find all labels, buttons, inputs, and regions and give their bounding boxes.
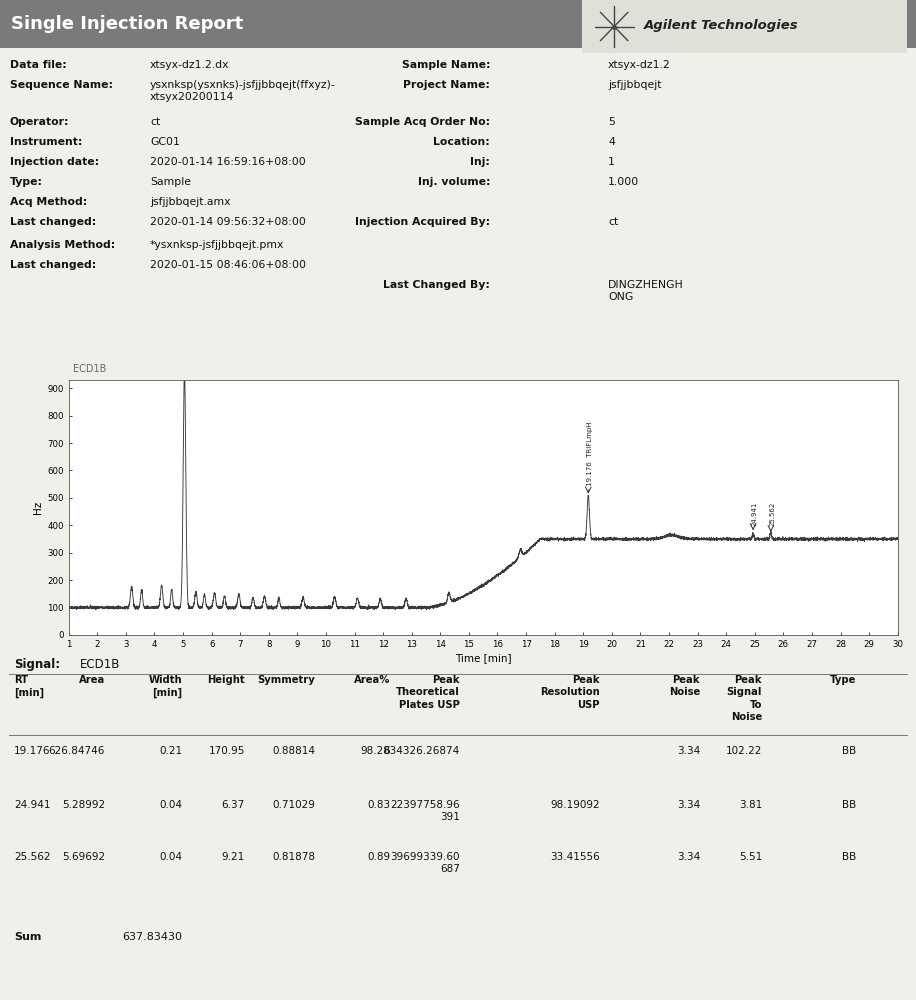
Text: xtsyx-dz1.2: xtsyx-dz1.2 bbox=[608, 60, 671, 70]
Text: BB: BB bbox=[842, 800, 856, 810]
Text: xtsyx-dz1.2.dx: xtsyx-dz1.2.dx bbox=[150, 60, 230, 70]
Text: Data file:: Data file: bbox=[10, 60, 67, 70]
Text: Single Injection Report: Single Injection Report bbox=[11, 15, 244, 33]
Text: 2020-01-14 16:59:16+08:00: 2020-01-14 16:59:16+08:00 bbox=[150, 157, 306, 167]
Text: Signal:: Signal: bbox=[14, 658, 60, 671]
Text: ysxnksp(ysxnks)-jsfjjbbqejt(ffxyz)-
xtsyx20200114: ysxnksp(ysxnks)-jsfjjbbqejt(ffxyz)- xtsy… bbox=[150, 80, 336, 102]
Text: 24.941: 24.941 bbox=[14, 800, 50, 810]
Text: 634326.26874: 634326.26874 bbox=[384, 746, 460, 756]
Text: ct: ct bbox=[608, 217, 618, 227]
Text: Sequence Name:: Sequence Name: bbox=[10, 80, 113, 90]
Text: Analysis Method:: Analysis Method: bbox=[10, 240, 115, 250]
Text: 2020-01-14 09:56:32+08:00: 2020-01-14 09:56:32+08:00 bbox=[150, 217, 306, 227]
Text: Peak
Noise: Peak Noise bbox=[669, 675, 700, 697]
Text: 102.22: 102.22 bbox=[725, 746, 762, 756]
Text: Peak
Signal
To
Noise: Peak Signal To Noise bbox=[726, 675, 762, 722]
Text: jsfjjbbqejt: jsfjjbbqejt bbox=[608, 80, 661, 90]
Text: 4: 4 bbox=[608, 137, 615, 147]
Text: Sum: Sum bbox=[14, 932, 41, 942]
Text: 626.84746: 626.84746 bbox=[49, 746, 105, 756]
Text: 3.81: 3.81 bbox=[738, 800, 762, 810]
Text: Area: Area bbox=[79, 675, 105, 685]
Text: 1.000: 1.000 bbox=[608, 177, 639, 187]
Text: Instrument:: Instrument: bbox=[10, 137, 82, 147]
Text: Last Changed By:: Last Changed By: bbox=[383, 280, 490, 290]
Text: 637.83430: 637.83430 bbox=[122, 932, 182, 942]
Text: 170.95: 170.95 bbox=[209, 746, 245, 756]
Text: Width
[min]: Width [min] bbox=[148, 675, 182, 698]
Text: 5.28992: 5.28992 bbox=[62, 800, 105, 810]
Text: 22397758.96
391: 22397758.96 391 bbox=[390, 800, 460, 822]
Text: 24.941: 24.941 bbox=[752, 501, 758, 526]
Text: ct: ct bbox=[150, 117, 160, 127]
Text: 98.19092: 98.19092 bbox=[551, 800, 600, 810]
Text: BB: BB bbox=[842, 852, 856, 862]
Text: 5: 5 bbox=[608, 117, 615, 127]
Text: Peak
Theoretical
Plates USP: Peak Theoretical Plates USP bbox=[397, 675, 460, 710]
Text: Last changed:: Last changed: bbox=[10, 217, 96, 227]
Text: 33.41556: 33.41556 bbox=[551, 852, 600, 862]
Text: Type:: Type: bbox=[10, 177, 43, 187]
Text: Injection Acquired By:: Injection Acquired By: bbox=[354, 217, 490, 227]
Text: Sample Name:: Sample Name: bbox=[401, 60, 490, 70]
Text: Location:: Location: bbox=[433, 137, 490, 147]
Text: ECD1B: ECD1B bbox=[80, 658, 120, 671]
Text: Inj. volume:: Inj. volume: bbox=[418, 177, 490, 187]
Text: 0.21: 0.21 bbox=[158, 746, 182, 756]
Text: jsfjjbbqejt.amx: jsfjjbbqejt.amx bbox=[150, 197, 231, 207]
Text: 3.34: 3.34 bbox=[677, 852, 700, 862]
Text: 39699339.60
687: 39699339.60 687 bbox=[390, 852, 460, 874]
Text: 2020-01-15 08:46:06+08:00: 2020-01-15 08:46:06+08:00 bbox=[150, 260, 306, 270]
Text: Injection date:: Injection date: bbox=[10, 157, 99, 167]
Text: 0.89: 0.89 bbox=[367, 852, 390, 862]
Text: 0.71029: 0.71029 bbox=[272, 800, 315, 810]
Text: GC01: GC01 bbox=[150, 137, 180, 147]
Text: 0.81878: 0.81878 bbox=[272, 852, 315, 862]
Text: 5.69692: 5.69692 bbox=[62, 852, 105, 862]
Text: Type: Type bbox=[830, 675, 856, 685]
Text: 0.04: 0.04 bbox=[159, 800, 182, 810]
Text: 98.28: 98.28 bbox=[360, 746, 390, 756]
Text: 19.176  TRIFLmpH: 19.176 TRIFLmpH bbox=[587, 421, 594, 486]
Text: ECD1B: ECD1B bbox=[73, 364, 106, 374]
Text: Operator:: Operator: bbox=[10, 117, 70, 127]
Text: 19.176: 19.176 bbox=[14, 746, 50, 756]
Text: 25.562: 25.562 bbox=[769, 502, 776, 526]
Text: 1: 1 bbox=[608, 157, 615, 167]
Y-axis label: Hz: Hz bbox=[33, 501, 43, 514]
Text: Sample: Sample bbox=[150, 177, 191, 187]
Text: 25.562: 25.562 bbox=[14, 852, 50, 862]
Text: *ysxnksp-jsfjjbbqejt.pmx: *ysxnksp-jsfjjbbqejt.pmx bbox=[150, 240, 284, 250]
Text: Inj:: Inj: bbox=[470, 157, 490, 167]
Text: Peak
Resolution
USP: Peak Resolution USP bbox=[540, 675, 600, 710]
Text: 3.34: 3.34 bbox=[677, 800, 700, 810]
Text: 6.37: 6.37 bbox=[222, 800, 245, 810]
Text: Acq Method:: Acq Method: bbox=[10, 197, 87, 207]
X-axis label: Time [min]: Time [min] bbox=[455, 653, 511, 663]
Text: Agilent Technologies: Agilent Technologies bbox=[643, 19, 798, 32]
Text: Project Name:: Project Name: bbox=[403, 80, 490, 90]
Text: Area%: Area% bbox=[354, 675, 390, 685]
Text: 0.04: 0.04 bbox=[159, 852, 182, 862]
Text: Last changed:: Last changed: bbox=[10, 260, 96, 270]
Text: 0.88814: 0.88814 bbox=[272, 746, 315, 756]
Text: 0.83: 0.83 bbox=[367, 800, 390, 810]
Text: 9.21: 9.21 bbox=[222, 852, 245, 862]
Text: Height: Height bbox=[207, 675, 245, 685]
Text: Sample Acq Order No:: Sample Acq Order No: bbox=[354, 117, 490, 127]
Text: Symmetry: Symmetry bbox=[257, 675, 315, 685]
Text: 3.34: 3.34 bbox=[677, 746, 700, 756]
Text: DINGZHENGH
ONG: DINGZHENGH ONG bbox=[608, 280, 683, 302]
Text: BB: BB bbox=[842, 746, 856, 756]
Text: RT
[min]: RT [min] bbox=[14, 675, 44, 698]
Text: 5.51: 5.51 bbox=[738, 852, 762, 862]
